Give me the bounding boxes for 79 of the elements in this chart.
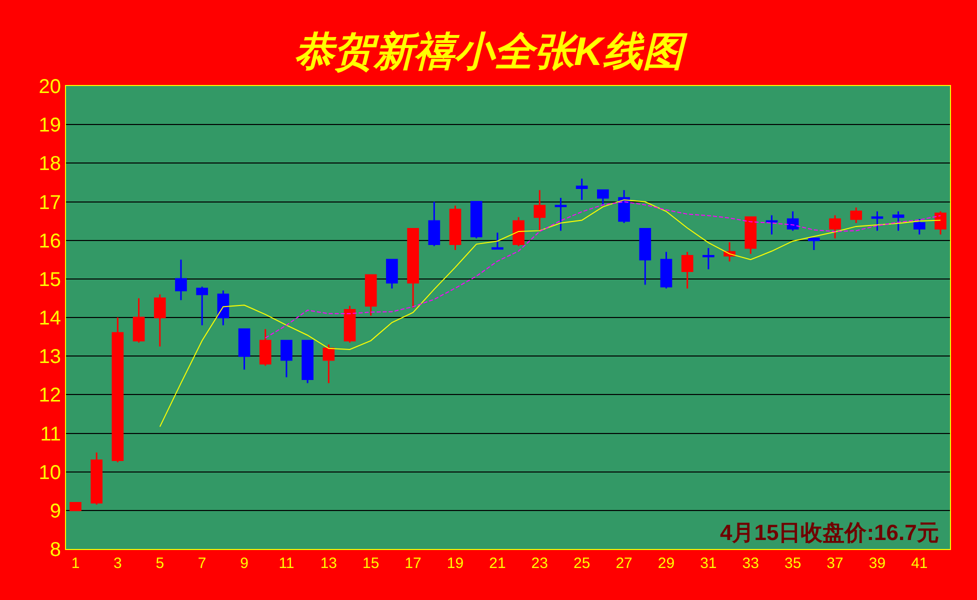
candlestick — [280, 340, 292, 378]
x-tick-label: 3 — [114, 555, 122, 572]
y-tick-label: 16 — [38, 230, 61, 252]
x-tick-label: 5 — [156, 555, 164, 572]
x-tick-label: 39 — [868, 555, 886, 572]
y-tick-label: 10 — [38, 462, 61, 484]
x-tick-label: 41 — [911, 555, 928, 572]
y-tick-label: 17 — [38, 192, 61, 214]
x-tick-label: 37 — [826, 555, 844, 572]
x-tick-label: 15 — [362, 555, 380, 572]
x-tick-label: 7 — [198, 555, 206, 572]
x-tick-label: 11 — [278, 555, 294, 572]
annotation: 4月15日收盘价:16.7元 — [720, 520, 939, 545]
x-tick-label: 35 — [784, 555, 802, 572]
x-tick-label: 27 — [616, 555, 632, 572]
candlestick — [576, 178, 588, 201]
candlestick — [744, 216, 757, 255]
x-tick-label: 9 — [240, 555, 248, 572]
candlestick — [407, 228, 419, 309]
x-tick-label: 25 — [573, 555, 590, 572]
candlestick — [238, 328, 250, 370]
x-tick-label: 33 — [742, 555, 759, 572]
candlestick — [154, 294, 166, 348]
candlestick — [428, 201, 440, 247]
y-tick-label: 18 — [38, 153, 61, 176]
y-tick-label: 11 — [40, 423, 61, 446]
candlestick — [470, 201, 482, 240]
candlestick — [217, 290, 230, 326]
candlestick — [702, 247, 714, 270]
y-tick-label: 15 — [38, 268, 61, 291]
line-series — [159, 199, 942, 428]
candlestick — [534, 189, 546, 232]
candlestick — [618, 189, 630, 224]
candlestick — [786, 210, 799, 232]
candlestick — [132, 297, 145, 344]
candlestick — [808, 238, 820, 251]
candlestick — [597, 189, 609, 206]
candlestick — [639, 228, 652, 286]
candlestick — [175, 258, 187, 301]
candlestick — [913, 218, 926, 236]
y-tick-label: 19 — [38, 114, 61, 137]
candlestick — [660, 251, 672, 290]
candlestick — [302, 340, 314, 384]
candlestick — [492, 232, 504, 250]
candlestick — [871, 210, 884, 232]
x-tick-label: 29 — [658, 555, 675, 572]
y-tick-label: 8 — [50, 539, 61, 561]
x-tick-label: 21 — [489, 555, 506, 572]
x-tick-label: 19 — [446, 555, 464, 572]
candlestick — [554, 197, 567, 232]
candlestick — [259, 328, 272, 366]
candlestick — [681, 251, 694, 290]
y-tick-label: 20 — [38, 76, 61, 98]
candlestick — [344, 305, 356, 344]
candlestick — [322, 344, 335, 384]
candlestick — [934, 210, 946, 236]
y-tick-label: 9 — [50, 500, 61, 522]
y-tick-label: 14 — [38, 308, 61, 330]
candlestick — [364, 274, 377, 316]
candlestick — [386, 258, 398, 290]
candlestick — [196, 286, 208, 326]
y-tick-label: 13 — [38, 346, 61, 368]
x-tick-label: 31 — [700, 555, 717, 572]
candlestick — [766, 214, 778, 236]
candlestick — [892, 210, 904, 232]
y-tick-label: 12 — [38, 384, 61, 407]
line-series — [264, 201, 942, 338]
candlestick — [512, 216, 524, 247]
candlestick — [70, 502, 82, 512]
candlestick — [90, 452, 103, 506]
candlestick — [850, 206, 862, 224]
x-tick-label: 13 — [320, 555, 338, 572]
x-tick-label: 17 — [404, 555, 422, 572]
x-tick-label: 1 — [71, 555, 80, 572]
chart-title: 恭贺新禧小全张K线图 — [294, 30, 688, 74]
candlestick — [112, 316, 124, 463]
candlestick — [829, 214, 841, 240]
x-tick-label: 23 — [531, 555, 548, 572]
candlestick — [449, 204, 462, 251]
